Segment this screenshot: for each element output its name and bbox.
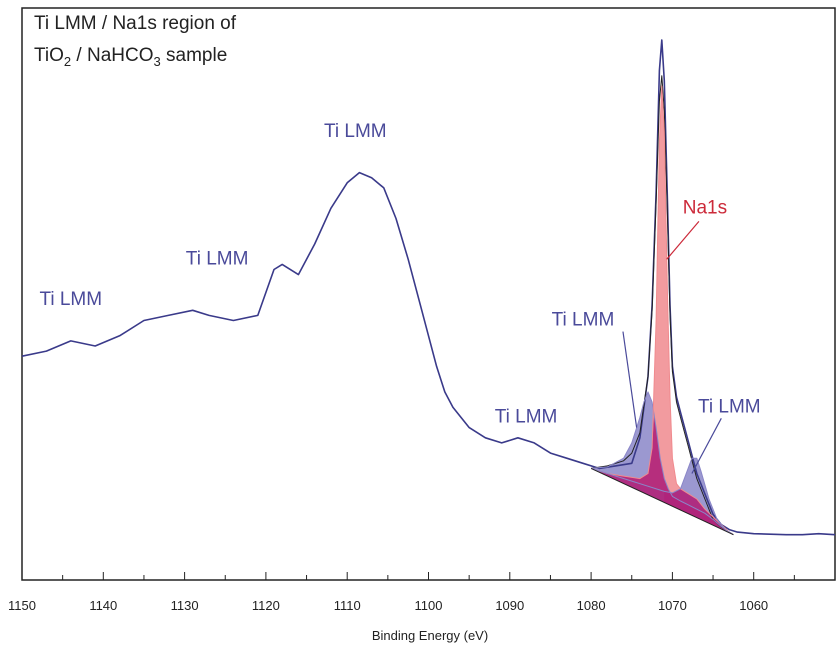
x-tick-label: 1110 xyxy=(334,598,361,613)
series-ti-lmm-component-1067-ev xyxy=(590,457,734,536)
x-tick-label: 1100 xyxy=(415,598,443,613)
overlap-fill-2 xyxy=(664,488,726,531)
annotation-na1s-7: Na1s xyxy=(683,197,727,218)
series-ti-lmm-component-1073-ev xyxy=(591,391,734,536)
annotation-ti-lmm-4: Ti LMM xyxy=(495,407,558,428)
overlap-fill-1 xyxy=(599,414,722,529)
x-tick-label: 1060 xyxy=(739,598,768,613)
x-tick-label: 1090 xyxy=(495,598,524,613)
series-fit-envelope xyxy=(591,75,734,536)
series-na1s-component xyxy=(590,85,734,536)
x-axis-title: Binding Energy (eV) xyxy=(372,628,488,643)
annotation-leader-5 xyxy=(622,331,638,428)
annotation-ti-lmm-1: Ti LMM xyxy=(39,289,102,310)
x-tick-label: 1070 xyxy=(658,598,687,613)
fill-na1s-component xyxy=(591,85,734,535)
series-measured-spectrum xyxy=(21,39,836,536)
x-tick-label: 1150 xyxy=(8,598,36,613)
annotation-leader-6 xyxy=(691,418,722,474)
annotation-leader-7 xyxy=(666,221,700,260)
x-tick-label: 1130 xyxy=(171,598,199,613)
x-tick-label: 1120 xyxy=(252,598,280,613)
annotation-ti-lmm-6: Ti LMM xyxy=(698,396,761,417)
series-background xyxy=(590,467,734,536)
x-tick-label: 1080 xyxy=(577,598,606,613)
fill-ti-lmm-component-1073-ev xyxy=(591,391,734,535)
chart-title-line1: Ti LMM / Na1s region of xyxy=(34,13,237,34)
chart-title-line2: TiO2 / NaHCO3 sample xyxy=(34,45,227,69)
annotation-ti-lmm-5: Ti LMM xyxy=(552,310,615,331)
annotation-ti-lmm-3: Ti LMM xyxy=(324,121,387,142)
annotation-ti-lmm-2: Ti LMM xyxy=(186,248,249,269)
x-tick-label: 1140 xyxy=(89,598,117,613)
plot-frame xyxy=(21,7,836,581)
